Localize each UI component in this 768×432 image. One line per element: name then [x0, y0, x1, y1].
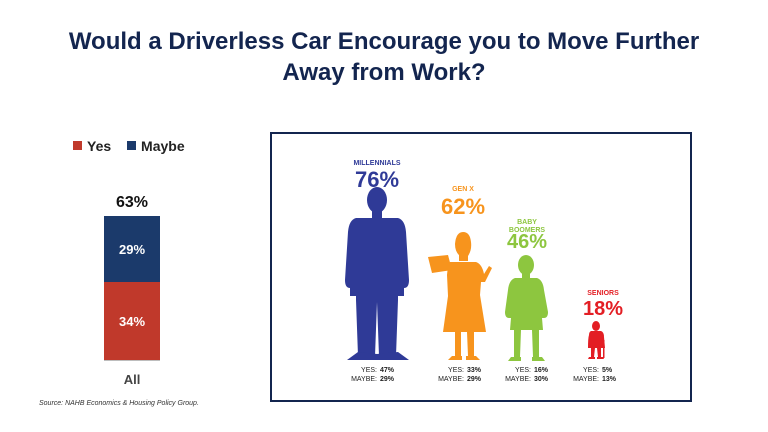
bar-baseline — [104, 360, 160, 361]
stat-label-yes: YES: — [361, 367, 377, 374]
legend-swatch-maybe — [127, 141, 137, 150]
generation-percent-boomers: 46% — [506, 231, 548, 253]
generation-percent-seniors: 18% — [582, 298, 624, 320]
generation-stats-boomers: YES: 16% MAYBE: 30% — [499, 366, 548, 384]
senior-figure-icon — [588, 321, 605, 359]
stat-value-yes: 47% — [380, 367, 395, 374]
stat-value-maybe: 30% — [534, 376, 549, 383]
bar-segment-yes-label: 34% — [118, 313, 146, 329]
stat-value-yes: 33% — [467, 367, 482, 374]
generation-name-boomers: BABY BOOMERS — [494, 219, 560, 235]
title-line-1: Would a Driverless Car Encourage you to … — [68, 28, 700, 55]
stat-value-maybe: 29% — [467, 376, 482, 383]
stat-label-maybe: MAYBE: — [573, 376, 599, 383]
generation-name-line: SENIORS — [587, 290, 619, 297]
legend-swatch-yes — [73, 141, 82, 150]
legend-label-yes: Yes — [87, 137, 112, 154]
legend-item-yes: Yes — [73, 138, 111, 154]
source-note: Source: NAHB Economics & Housing Policy … — [39, 400, 199, 407]
bar-segment-maybe-label: 29% — [118, 241, 146, 257]
generation-name-seniors: SENIORS — [570, 290, 636, 298]
stat-value-yes: 5% — [602, 367, 613, 374]
legend-label-maybe: Maybe — [141, 137, 185, 154]
bar-total-label: 63% — [115, 194, 149, 211]
boomer-figure-icon — [505, 255, 548, 361]
generation-name-millennials: MILLENNIALS — [335, 160, 419, 168]
legend-item-maybe: Maybe — [127, 138, 185, 154]
stat-label-yes: YES: — [583, 367, 599, 374]
stat-label-maybe: MAYBE: — [505, 376, 531, 383]
stat-label-yes: YES: — [448, 367, 464, 374]
bar-segment-yes: 34% — [104, 282, 160, 360]
bar-segment-maybe: 29% — [104, 216, 160, 283]
stat-value-maybe: 29% — [380, 376, 395, 383]
generation-stats-seniors: YES: 5% MAYBE: 13% — [567, 366, 616, 384]
generation-stats-genx: YES: 33% MAYBE: 29% — [432, 366, 481, 384]
stat-value-maybe: 13% — [602, 376, 617, 383]
stat-label-maybe: MAYBE: — [438, 376, 464, 383]
stat-value-yes: 16% — [534, 367, 549, 374]
generation-name-line: MILLENNIALS — [353, 160, 401, 167]
chart-title: Would a Driverless Car Encourage you to … — [0, 26, 768, 88]
generation-percent-genx: 62% — [440, 194, 486, 219]
stat-label-yes: YES: — [515, 367, 531, 374]
genx-figure-icon — [428, 232, 492, 360]
generation-stats-millennials: YES: 47% MAYBE: 29% — [345, 366, 394, 384]
generation-name-line: BABY — [517, 219, 537, 226]
millennial-figure-icon — [345, 187, 409, 360]
stat-label-maybe: MAYBE: — [351, 376, 377, 383]
generation-percent-millennials: 76% — [354, 167, 400, 192]
legend: Yes Maybe — [73, 137, 197, 154]
bar-category-label: All — [123, 372, 141, 387]
generation-name-line: BOOMERS — [508, 227, 546, 234]
generation-name-line: GEN X — [452, 186, 474, 193]
generation-name-genx: GEN X — [428, 186, 498, 194]
title-line-2: Away from Work? — [282, 59, 486, 86]
